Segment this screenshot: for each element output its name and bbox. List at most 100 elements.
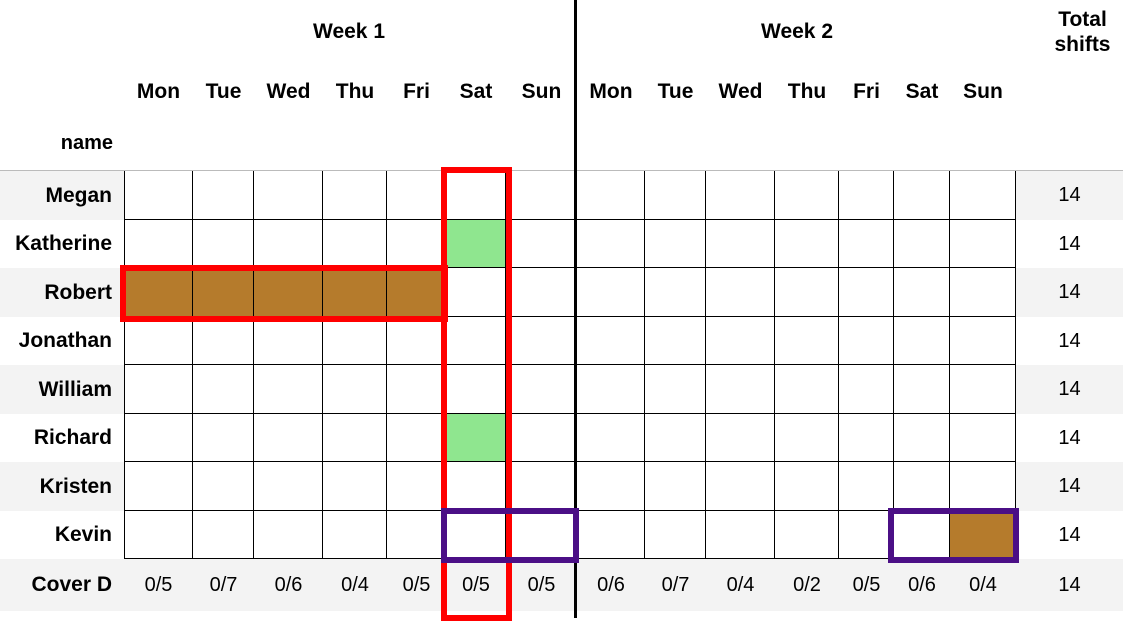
- shift-cell[interactable]: [506, 462, 577, 511]
- shift-cell[interactable]: [323, 365, 387, 414]
- shift-cell[interactable]: [387, 268, 446, 317]
- shift-cell[interactable]: [645, 462, 706, 511]
- shift-cell[interactable]: [577, 462, 645, 511]
- shift-cell[interactable]: [577, 317, 645, 365]
- shift-cell[interactable]: [506, 414, 577, 462]
- shift-cell[interactable]: [775, 317, 839, 365]
- shift-cell[interactable]: [193, 462, 254, 511]
- shift-cell[interactable]: [839, 462, 894, 511]
- shift-cell[interactable]: [193, 414, 254, 462]
- shift-cell[interactable]: [645, 317, 706, 365]
- shift-cell[interactable]: [387, 462, 446, 511]
- shift-cell[interactable]: [706, 171, 775, 220]
- shift-cell[interactable]: [645, 171, 706, 220]
- shift-cell[interactable]: [950, 414, 1016, 462]
- shift-cell[interactable]: [950, 220, 1016, 268]
- shift-cell[interactable]: [124, 414, 193, 462]
- shift-cell[interactable]: [323, 220, 387, 268]
- shift-cell[interactable]: [323, 317, 387, 365]
- shift-cell[interactable]: [839, 317, 894, 365]
- shift-cell[interactable]: [254, 365, 323, 414]
- shift-cell[interactable]: [706, 414, 775, 462]
- shift-cell[interactable]: [323, 171, 387, 220]
- shift-cell[interactable]: [950, 171, 1016, 220]
- shift-cell[interactable]: [193, 317, 254, 365]
- shift-cell[interactable]: [577, 268, 645, 317]
- shift-cell[interactable]: [645, 365, 706, 414]
- shift-cell[interactable]: [124, 171, 193, 220]
- shift-cell[interactable]: [387, 171, 446, 220]
- shift-cell[interactable]: [950, 462, 1016, 511]
- shift-cell[interactable]: [323, 268, 387, 317]
- shift-cell[interactable]: [124, 220, 193, 268]
- shift-cell[interactable]: [124, 317, 193, 365]
- shift-cell[interactable]: [254, 268, 323, 317]
- shift-cell[interactable]: [706, 511, 775, 559]
- shift-cell[interactable]: [839, 365, 894, 414]
- shift-cell[interactable]: [706, 268, 775, 317]
- shift-cell[interactable]: [839, 511, 894, 559]
- shift-cell[interactable]: [506, 511, 577, 559]
- shift-cell[interactable]: [577, 171, 645, 220]
- shift-cell[interactable]: [645, 511, 706, 559]
- shift-cell[interactable]: [193, 365, 254, 414]
- shift-cell[interactable]: [894, 511, 950, 559]
- shift-cell[interactable]: [387, 511, 446, 559]
- shift-cell[interactable]: [446, 268, 506, 317]
- shift-cell[interactable]: [446, 317, 506, 365]
- shift-cell[interactable]: [446, 462, 506, 511]
- shift-cell[interactable]: [124, 365, 193, 414]
- shift-cell[interactable]: [706, 462, 775, 511]
- shift-cell[interactable]: [894, 171, 950, 220]
- shift-cell[interactable]: [775, 365, 839, 414]
- shift-cell[interactable]: [839, 414, 894, 462]
- shift-cell[interactable]: [950, 268, 1016, 317]
- shift-cell[interactable]: [706, 220, 775, 268]
- shift-cell[interactable]: [775, 511, 839, 559]
- shift-cell[interactable]: [193, 511, 254, 559]
- shift-cell[interactable]: [894, 462, 950, 511]
- shift-cell[interactable]: [387, 317, 446, 365]
- shift-cell[interactable]: [446, 365, 506, 414]
- shift-cell[interactable]: [254, 220, 323, 268]
- shift-cell[interactable]: [506, 220, 577, 268]
- shift-cell[interactable]: [506, 268, 577, 317]
- shift-cell[interactable]: [254, 511, 323, 559]
- shift-cell[interactable]: [254, 462, 323, 511]
- shift-cell[interactable]: [506, 171, 577, 220]
- shift-cell[interactable]: [446, 220, 506, 268]
- shift-cell[interactable]: [323, 414, 387, 462]
- shift-cell[interactable]: [446, 414, 506, 462]
- shift-cell[interactable]: [839, 268, 894, 317]
- shift-cell[interactable]: [577, 414, 645, 462]
- shift-cell[interactable]: [387, 414, 446, 462]
- shift-cell[interactable]: [775, 171, 839, 220]
- shift-cell[interactable]: [254, 317, 323, 365]
- shift-cell[interactable]: [323, 462, 387, 511]
- shift-cell[interactable]: [506, 317, 577, 365]
- shift-cell[interactable]: [775, 268, 839, 317]
- shift-cell[interactable]: [254, 171, 323, 220]
- shift-cell[interactable]: [254, 414, 323, 462]
- shift-cell[interactable]: [577, 511, 645, 559]
- shift-cell[interactable]: [706, 317, 775, 365]
- shift-cell[interactable]: [950, 511, 1016, 559]
- shift-cell[interactable]: [645, 220, 706, 268]
- shift-cell[interactable]: [506, 365, 577, 414]
- shift-cell[interactable]: [839, 220, 894, 268]
- shift-cell[interactable]: [387, 365, 446, 414]
- shift-cell[interactable]: [775, 414, 839, 462]
- shift-cell[interactable]: [193, 220, 254, 268]
- shift-cell[interactable]: [775, 220, 839, 268]
- shift-cell[interactable]: [577, 365, 645, 414]
- shift-cell[interactable]: [894, 220, 950, 268]
- shift-cell[interactable]: [894, 414, 950, 462]
- shift-cell[interactable]: [950, 317, 1016, 365]
- shift-cell[interactable]: [193, 268, 254, 317]
- shift-cell[interactable]: [387, 220, 446, 268]
- shift-cell[interactable]: [577, 220, 645, 268]
- shift-cell[interactable]: [775, 462, 839, 511]
- shift-cell[interactable]: [446, 511, 506, 559]
- shift-cell[interactable]: [124, 511, 193, 559]
- shift-cell[interactable]: [124, 268, 193, 317]
